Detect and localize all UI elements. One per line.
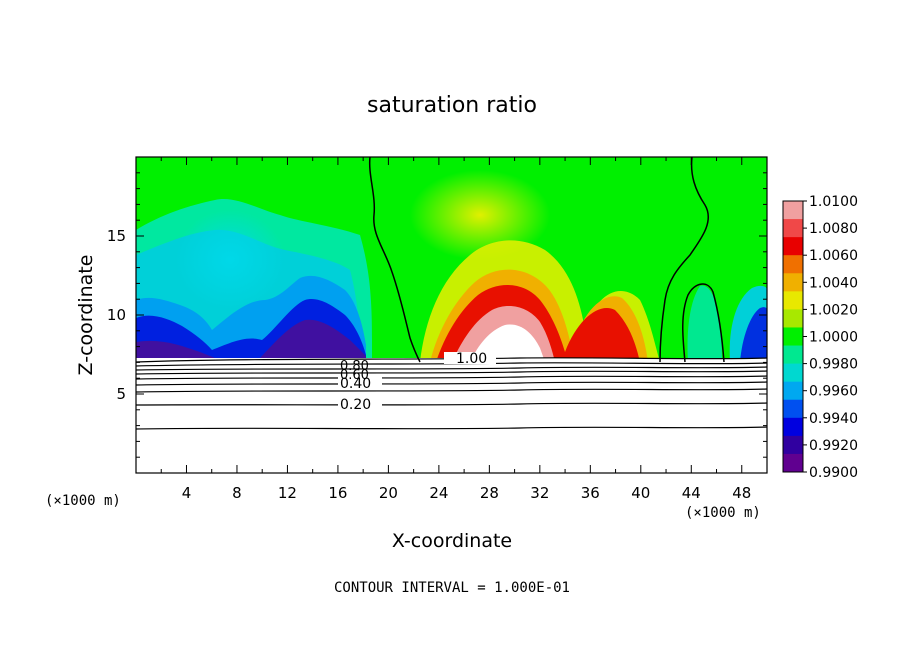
x-tick-label: 44	[682, 484, 701, 502]
colorbar-swatch	[783, 291, 803, 310]
colorbar-swatch	[783, 237, 803, 256]
contour-label-0-40: 0.40	[340, 376, 371, 392]
colorbar-swatch	[783, 453, 803, 473]
x-unit-right: (×1000 m)	[685, 505, 761, 521]
lower-field	[136, 358, 767, 473]
contour-1-00-loop	[682, 283, 725, 363]
yellow-glow	[410, 170, 550, 260]
x-tick-label: 24	[429, 484, 448, 502]
x-tick-label: 48	[732, 484, 751, 502]
colorbar-label: 0.9960	[809, 384, 858, 400]
colorbar-label: 1.0060	[809, 248, 858, 264]
x-tick-label: 8	[232, 484, 242, 502]
colorbar-swatch	[783, 219, 803, 238]
x-tick-labels: 4 8 12 16 20 24 28 32 36 40 44 48	[182, 484, 752, 502]
right-small-plume	[687, 285, 722, 362]
contour-label-0-20: 0.20	[340, 397, 371, 413]
x-tick-label: 4	[182, 484, 192, 502]
contour-label-1-00: 1.00	[456, 351, 487, 367]
contour-1-00-right	[659, 157, 710, 363]
plot-area: 0.20 0.40 0.60 0.80 1.00	[136, 157, 767, 473]
colorbar-swatch	[783, 381, 803, 401]
colorbar-labels: 1.0100 1.0080 1.0060 1.0040 1.0020 1.0000 0.99…	[803, 194, 858, 481]
colorbar-label: 0.9940	[809, 411, 858, 427]
x-ticks	[160, 157, 743, 473]
colorbar-label: 0.9980	[809, 357, 858, 373]
colorbar-swatch	[783, 417, 803, 437]
label-bg-0-20	[338, 397, 382, 411]
contour-label-0-60: 0.60	[340, 368, 369, 383]
contour-interval-note: CONTOUR INTERVAL = 1.000E-01	[334, 580, 570, 596]
colorbar-swatch	[783, 399, 803, 419]
y-tick-labels: 5 10 15	[107, 227, 126, 403]
colorbar-swatch	[783, 345, 803, 365]
label-bg-1-00	[444, 352, 496, 364]
label-bg-0-40	[338, 376, 382, 389]
colorbar-swatch	[783, 273, 803, 292]
x-tick-label: 40	[631, 484, 650, 502]
x-tick-label: 16	[328, 484, 347, 502]
y-tick-label: 5	[116, 385, 126, 403]
colorbar-label: 1.0040	[809, 275, 858, 291]
x-axis-label: X-coordinate	[392, 530, 512, 552]
right-blue-region	[740, 307, 767, 362]
colorbar-swatch	[783, 435, 803, 455]
y-tick-label: 15	[107, 227, 126, 245]
colorbar-swatch	[783, 363, 803, 383]
contour-1-00-left	[368, 157, 421, 363]
y-axis-label: Z-coordinate	[75, 255, 97, 376]
colorbar-label: 1.0000	[809, 330, 858, 346]
x-tick-label: 12	[278, 484, 297, 502]
x-unit-left: (×1000 m)	[45, 493, 121, 509]
colorbar-swatch	[783, 327, 803, 347]
colorbar-label: 1.0080	[809, 221, 858, 237]
colorbar-label: 0.9920	[809, 438, 858, 454]
contour-lines	[136, 357, 767, 430]
y-ticks	[136, 172, 767, 458]
x-tick-label: 32	[530, 484, 549, 502]
chart-title: saturation ratio	[367, 93, 537, 118]
colorbar	[782, 200, 804, 473]
x-tick-label: 36	[581, 484, 600, 502]
colorbar-swatch	[783, 309, 803, 328]
y-tick-label: 10	[107, 306, 126, 324]
colorbar-label: 1.0100	[809, 194, 858, 210]
left-purple-band	[136, 319, 366, 362]
colorbar-label: 0.9900	[809, 465, 858, 481]
colorbar-label: 1.0020	[809, 302, 858, 318]
contour-label-0-80: 0.80	[340, 359, 369, 374]
colorbar-swatch	[783, 255, 803, 274]
colorbar-swatch	[783, 201, 803, 220]
x-tick-label: 28	[480, 484, 499, 502]
cyan-glow	[175, 210, 285, 310]
x-tick-label: 20	[379, 484, 398, 502]
